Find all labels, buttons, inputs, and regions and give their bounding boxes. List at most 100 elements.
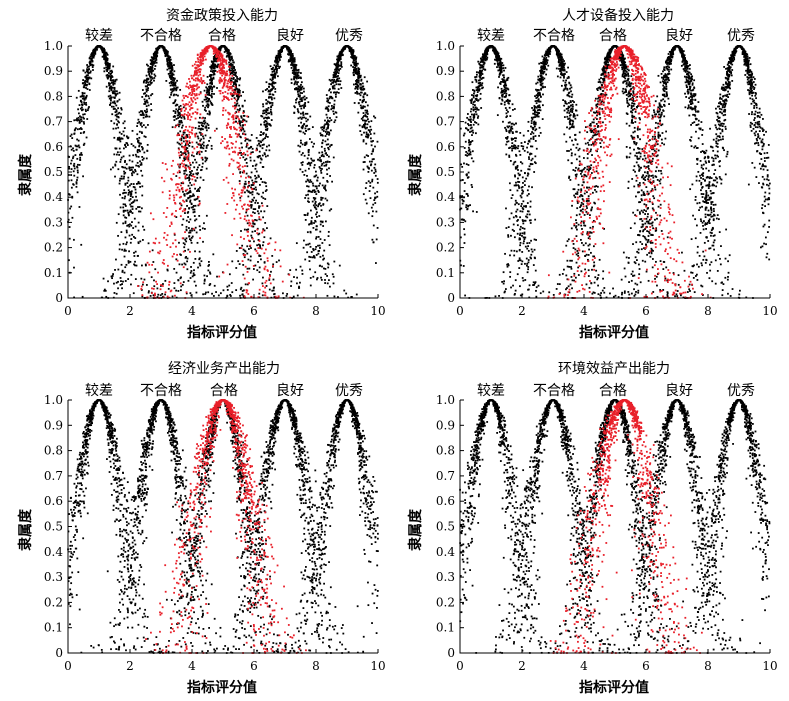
evaluation-drop: [175, 193, 178, 196]
cloud-drop: [303, 116, 306, 119]
cloud-drop: [349, 48, 352, 51]
cloud-drop: [73, 266, 75, 269]
cloud-drop: [211, 292, 213, 295]
evaluation-drop: [185, 137, 187, 139]
cloud-drop: [309, 277, 312, 279]
cloud-drop: [147, 95, 150, 98]
cloud-drop: [307, 185, 310, 188]
cloud-drop: [270, 119, 273, 121]
cloud-drop: [279, 65, 281, 68]
evaluation-drop: [184, 135, 187, 138]
cloud-drop: [147, 81, 149, 84]
cloud-drop: [145, 284, 148, 286]
cloud-drop: [297, 124, 300, 127]
cloud-drop: [138, 111, 141, 114]
cloud-drop: [242, 248, 245, 251]
cloud-drop: [308, 138, 311, 140]
cloud-drop: [89, 70, 92, 73]
cloud-drop: [188, 179, 191, 182]
evaluation-drop: [225, 124, 228, 127]
cloud-drop: [207, 291, 210, 294]
cloud-drop: [124, 249, 127, 252]
cloud-drop: [205, 129, 208, 132]
evaluation-drop: [246, 115, 249, 118]
cloud-drop: [172, 77, 175, 79]
cloud-drop: [335, 79, 338, 82]
cloud-drop: [81, 109, 83, 112]
cloud-drop: [309, 179, 312, 182]
cloud-drop: [252, 222, 255, 225]
cloud-drop: [209, 283, 212, 285]
evaluation-drop: [249, 153, 252, 155]
evaluation-drop: [230, 125, 232, 128]
cloud-drop: [123, 127, 126, 129]
cloud-drop: [188, 227, 190, 229]
cloud-drop: [189, 238, 191, 241]
cloud-drop: [303, 106, 305, 109]
evaluation-drop: [238, 193, 240, 196]
cloud-drop: [229, 71, 232, 74]
cloud-drop: [169, 58, 172, 61]
cloud-drop: [296, 88, 299, 91]
cloud-drop: [319, 223, 322, 226]
cloud-drop: [145, 88, 148, 91]
cloud-drop: [268, 85, 270, 88]
cloud-drop: [296, 276, 299, 279]
cloud-drop: [153, 52, 156, 54]
cloud-drop: [374, 170, 377, 173]
cloud-drop: [263, 229, 266, 232]
cloud-drop: [141, 156, 144, 158]
cloud-drop: [328, 102, 331, 104]
cloud-drop: [178, 241, 180, 244]
cloud-drop: [144, 100, 146, 103]
cloud-drop: [200, 169, 202, 172]
cloud-drop: [184, 158, 186, 161]
cloud-drop: [106, 76, 109, 79]
cloud-drop: [70, 159, 73, 162]
cloud-drop: [124, 203, 127, 206]
cloud-drop: [336, 79, 339, 81]
cloud-drop: [255, 176, 258, 179]
cloud-drop: [187, 197, 189, 200]
evaluation-drop: [172, 242, 174, 245]
cloud-drop: [184, 177, 187, 180]
evaluation-drop: [224, 79, 227, 81]
cloud-drop: [154, 60, 156, 63]
cloud-drop: [256, 192, 259, 195]
cloud-drop: [334, 93, 337, 96]
cloud-drop: [264, 124, 267, 127]
cloud-drop: [356, 90, 358, 93]
cloud-drop: [365, 182, 368, 184]
cloud-drop: [319, 238, 322, 241]
cloud-drop: [362, 119, 364, 122]
cloud-drop: [314, 219, 316, 222]
cloud-drop: [132, 185, 135, 188]
cloud-drop: [277, 50, 280, 52]
cloud-drop: [320, 164, 323, 167]
cloud-drop: [141, 194, 144, 197]
cloud-drop: [123, 271, 126, 274]
cloud-drop: [262, 197, 265, 200]
cloud-drop: [132, 144, 135, 147]
cloud-drop: [73, 167, 76, 170]
cloud-drop: [185, 148, 187, 151]
cloud-drop: [307, 101, 310, 104]
cloud-drop: [206, 83, 209, 86]
cloud-drop: [143, 79, 146, 82]
evaluation-drop: [192, 85, 195, 88]
cloud-drop: [141, 185, 144, 188]
cloud-drop: [195, 153, 198, 155]
cloud-drop: [157, 293, 160, 296]
cloud-drop: [194, 179, 197, 182]
evaluation-drop: [224, 212, 227, 214]
cloud-drop: [275, 54, 278, 57]
evaluation-drop: [191, 178, 194, 181]
cloud-drop: [174, 112, 177, 114]
cloud-drop: [188, 144, 191, 147]
cloud-drop: [196, 197, 199, 200]
cloud-drop: [251, 236, 253, 239]
cloud-drop: [259, 157, 262, 160]
cloud-drop: [107, 65, 109, 68]
cloud-drop: [184, 249, 186, 252]
cloud-drop: [238, 133, 240, 136]
